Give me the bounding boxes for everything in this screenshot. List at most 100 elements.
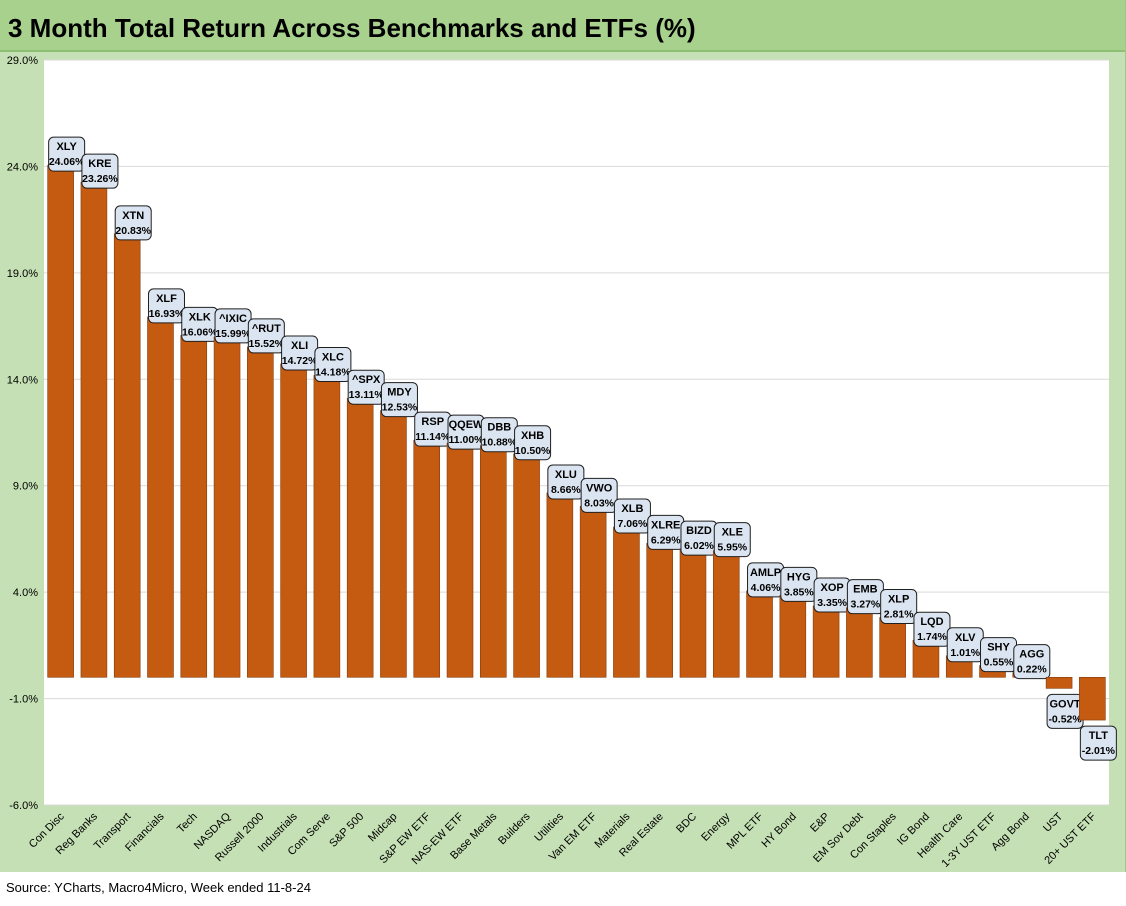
- ticker-label: TLT: [1089, 730, 1109, 742]
- ticker-label: BIZD: [686, 525, 712, 537]
- data-label: XLF 16.93%: [147, 288, 185, 324]
- data-label-box: [147, 288, 185, 324]
- category-label: Tech: [175, 811, 200, 836]
- value-label: 5.95%: [717, 542, 747, 554]
- bar: [1079, 676, 1106, 721]
- category-label: UST: [1041, 810, 1065, 834]
- ticker-label: XLRE: [651, 519, 680, 531]
- bar: [346, 397, 374, 678]
- bar: [480, 445, 507, 678]
- ticker-label: XLC: [322, 351, 344, 363]
- bar: [313, 375, 341, 678]
- ticker-label: XOP: [820, 582, 843, 594]
- ticker-label: ^SPX: [352, 374, 381, 386]
- ticker-label: GOVT: [1049, 698, 1080, 710]
- bar: [147, 316, 174, 678]
- value-label: 7.06%: [618, 518, 648, 530]
- bar: [712, 550, 740, 678]
- data-label: HYG 3.85%: [780, 566, 818, 602]
- value-label: 0.55%: [984, 657, 1014, 669]
- bar: [380, 410, 407, 678]
- value-label: 24.06%: [49, 156, 85, 168]
- data-label: XLK 16.06%: [181, 306, 219, 342]
- value-label: 10.50%: [515, 445, 551, 457]
- value-label: 23.26%: [82, 173, 118, 185]
- data-label: XLI 14.72%: [281, 335, 319, 371]
- value-label: 15.52%: [249, 338, 285, 350]
- y-tick-label: 14.0%: [7, 374, 38, 386]
- bar: [280, 363, 307, 678]
- ticker-label: XLP: [888, 593, 909, 605]
- data-label-box: [514, 425, 552, 461]
- bar: [213, 336, 241, 678]
- ticker-label: AGG: [1019, 649, 1044, 661]
- data-label-box: [247, 318, 285, 354]
- value-label: 0.22%: [1017, 664, 1047, 676]
- data-label-box: [380, 382, 418, 418]
- bar: [513, 453, 540, 678]
- bar: [47, 164, 74, 678]
- ticker-label: DBB: [487, 422, 511, 434]
- data-label-box: [880, 588, 918, 624]
- y-tick-label: -1.0%: [9, 694, 38, 706]
- category-label: MPL ETF: [725, 810, 766, 851]
- chart-svg: 29.0%24.0%19.0%14.0%9.0%4.0%-1.0%-6.0%Co…: [7, 55, 1117, 870]
- bar: [413, 439, 441, 678]
- data-label: BIZD 6.02%: [680, 520, 718, 556]
- data-label: TLT -2.01%: [1079, 725, 1117, 761]
- ticker-label: LQD: [920, 616, 943, 628]
- y-tick-label: 29.0%: [7, 55, 38, 67]
- data-label-box: [114, 205, 152, 241]
- value-label: 14.18%: [315, 366, 351, 378]
- data-label: XLY 24.06%: [48, 136, 86, 172]
- data-label: EMB 3.27%: [846, 579, 884, 615]
- data-label-box: [1013, 644, 1051, 680]
- data-label-box: [48, 136, 86, 172]
- category-label: HY Bond: [759, 811, 798, 850]
- bar: [846, 607, 873, 678]
- source-note: Source: YCharts, Macro4Micro, Week ended…: [6, 880, 311, 895]
- value-label: 15.99%: [215, 328, 251, 340]
- bar: [779, 595, 807, 678]
- value-label: 1.01%: [950, 647, 980, 659]
- bar: [579, 506, 607, 678]
- category-label: E&P: [808, 811, 832, 835]
- data-label: ^IXIC 15.99%: [214, 308, 252, 344]
- bar: [180, 335, 208, 678]
- y-tick-label: 24.0%: [7, 161, 38, 173]
- data-label: RSP 11.14%: [414, 411, 452, 447]
- value-label: 10.88%: [481, 437, 517, 449]
- ticker-label: XLE: [722, 527, 743, 539]
- ticker-label: XLV: [955, 632, 976, 644]
- bar: [679, 548, 707, 678]
- ticker-label: RSP: [421, 416, 444, 428]
- data-label-box: [1079, 725, 1117, 761]
- bar: [879, 617, 906, 678]
- bar: [546, 492, 574, 678]
- ticker-label: VWO: [586, 482, 613, 494]
- category-label: S&P 500: [327, 811, 366, 850]
- bar: [80, 181, 108, 678]
- value-label: 8.03%: [584, 497, 614, 509]
- ticker-label: AMLP: [750, 567, 781, 579]
- data-label: XLE 5.95%: [713, 522, 751, 558]
- data-label: XLB 7.06%: [613, 498, 651, 534]
- chart-title: 3 Month Total Return Across Benchmarks a…: [8, 13, 696, 43]
- value-label: 6.29%: [651, 534, 681, 546]
- value-label: 3.85%: [784, 586, 814, 598]
- bar: [613, 526, 640, 678]
- ticker-label: XHB: [521, 430, 544, 442]
- value-label: 20.83%: [115, 225, 151, 237]
- value-label: 8.66%: [551, 484, 581, 496]
- value-label: 6.02%: [684, 540, 714, 552]
- bar: [812, 605, 840, 678]
- data-label: XLRE 6.29%: [647, 514, 685, 550]
- category-label: Builders: [496, 810, 533, 847]
- data-label: GOVT -0.52%: [1046, 693, 1084, 729]
- data-label-box: [580, 477, 618, 513]
- value-label: -0.52%: [1048, 713, 1082, 725]
- y-tick-label: -6.0%: [9, 800, 38, 812]
- data-label: VWO 8.03%: [580, 477, 618, 513]
- data-label: ^RUT 15.52%: [247, 318, 285, 354]
- data-label: XLC 14.18%: [314, 346, 352, 382]
